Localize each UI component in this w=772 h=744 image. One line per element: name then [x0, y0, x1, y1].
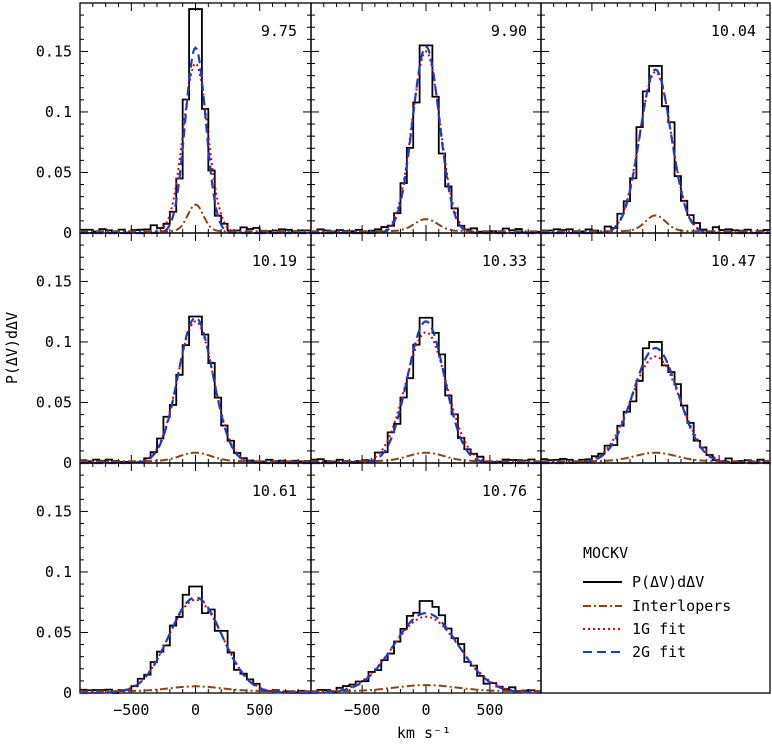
panel-2: 10.04 [540, 2, 771, 235]
x-tick-label: 500 [246, 701, 273, 719]
panel-label: 10.19 [252, 252, 297, 270]
x-tick-label: 0 [191, 701, 200, 719]
legend-title: MOCKV [583, 544, 628, 562]
interlopers-series [311, 218, 541, 233]
y-tick-label: 0 [63, 454, 72, 472]
panel-label: 9.90 [491, 22, 527, 40]
legend-label-histogram: P(ΔV)dΔV [632, 573, 704, 591]
y-tick-label: 0.05 [36, 163, 72, 181]
fit-1g-series [541, 355, 770, 464]
histogram-series [80, 315, 311, 464]
y-tick-label: 0.05 [36, 393, 72, 411]
fit-1g-series [311, 615, 541, 694]
fit-1g-series [80, 598, 311, 694]
x-axis-title: km s⁻¹ [397, 724, 451, 742]
interlopers-series [541, 214, 770, 233]
interlopers-series [311, 451, 541, 463]
interlopers-series [80, 451, 311, 463]
x-tick-label: −500 [344, 701, 380, 719]
histogram-series [541, 341, 770, 464]
panel-0: 9.75 0 0.05 0.1 0.15 [36, 2, 312, 242]
fit-2g-series [80, 316, 311, 465]
histogram-series [311, 44, 541, 234]
fit-2g-series [80, 596, 311, 695]
panel-6: 10.61 0 0.05 0.1 0.15 −500 0 500 [36, 462, 312, 719]
panels-layer: 9.75 0 0.05 0.1 0.15 9.90 10.04 10.19 0 0.05 0.1 0.… [36, 2, 771, 719]
fit-2g-series [311, 45, 541, 235]
fit-2g-series [311, 320, 541, 465]
x-tick-label: 0 [421, 701, 430, 719]
panel-4: 10.33 [310, 232, 542, 465]
histogram-series [311, 316, 541, 464]
panel-frame [540, 462, 771, 694]
panel-5: 10.47 [540, 232, 771, 465]
panel-label: 10.47 [711, 252, 756, 270]
y-tick-label: 0.05 [36, 623, 72, 641]
panel-label: 10.04 [711, 22, 756, 40]
fit-2g-series [541, 346, 770, 465]
interlopers-series [80, 203, 311, 233]
y-axis-title: P(ΔV)dΔV [3, 312, 21, 384]
histogram-series [80, 585, 311, 694]
x-tick-label: −500 [113, 701, 149, 719]
panel-3: 10.19 0 0.05 0.1 0.15 [36, 232, 312, 472]
panel-label: 10.33 [482, 252, 527, 270]
legend-label-2g-fit: 2G fit [632, 643, 686, 661]
panel-label: 10.61 [252, 482, 297, 500]
histogram-series [80, 8, 311, 234]
panel-1: 9.90 [310, 2, 542, 235]
fit-1g-series [311, 50, 541, 234]
legend: MOCKV P(ΔV)dΔV Interlopers 1G fit 2G fit [583, 544, 731, 661]
y-tick-label: 0.1 [45, 333, 72, 351]
panel-8 [540, 462, 771, 694]
fit-1g-series [80, 62, 311, 234]
y-tick-label: 0.1 [45, 563, 72, 581]
legend-label-interlopers: Interlopers [632, 597, 731, 615]
y-tick-label: 0 [63, 224, 72, 242]
panel-label: 10.76 [482, 482, 527, 500]
y-tick-label: 0.15 [36, 272, 72, 290]
panel-label: 9.75 [261, 22, 297, 40]
y-tick-label: 0 [63, 684, 72, 702]
y-tick-label: 0.1 [45, 103, 72, 121]
fit-1g-series [541, 70, 770, 234]
interlopers-series [311, 684, 541, 693]
fit-1g-series [80, 320, 311, 464]
panel-7: 10.76 −500 0 500 [310, 462, 542, 719]
fit-2g-series [541, 68, 770, 235]
fit-1g-series [311, 331, 541, 464]
histogram-series [541, 65, 770, 234]
fit-2g-series [311, 611, 541, 694]
histogram-series [311, 600, 541, 694]
legend-label-1g-fit: 1G fit [632, 620, 686, 638]
interlopers-series [541, 451, 770, 463]
interlopers-series [80, 685, 311, 693]
y-tick-label: 0.15 [36, 42, 72, 60]
x-tick-label: 500 [476, 701, 503, 719]
y-tick-label: 0.15 [36, 502, 72, 520]
